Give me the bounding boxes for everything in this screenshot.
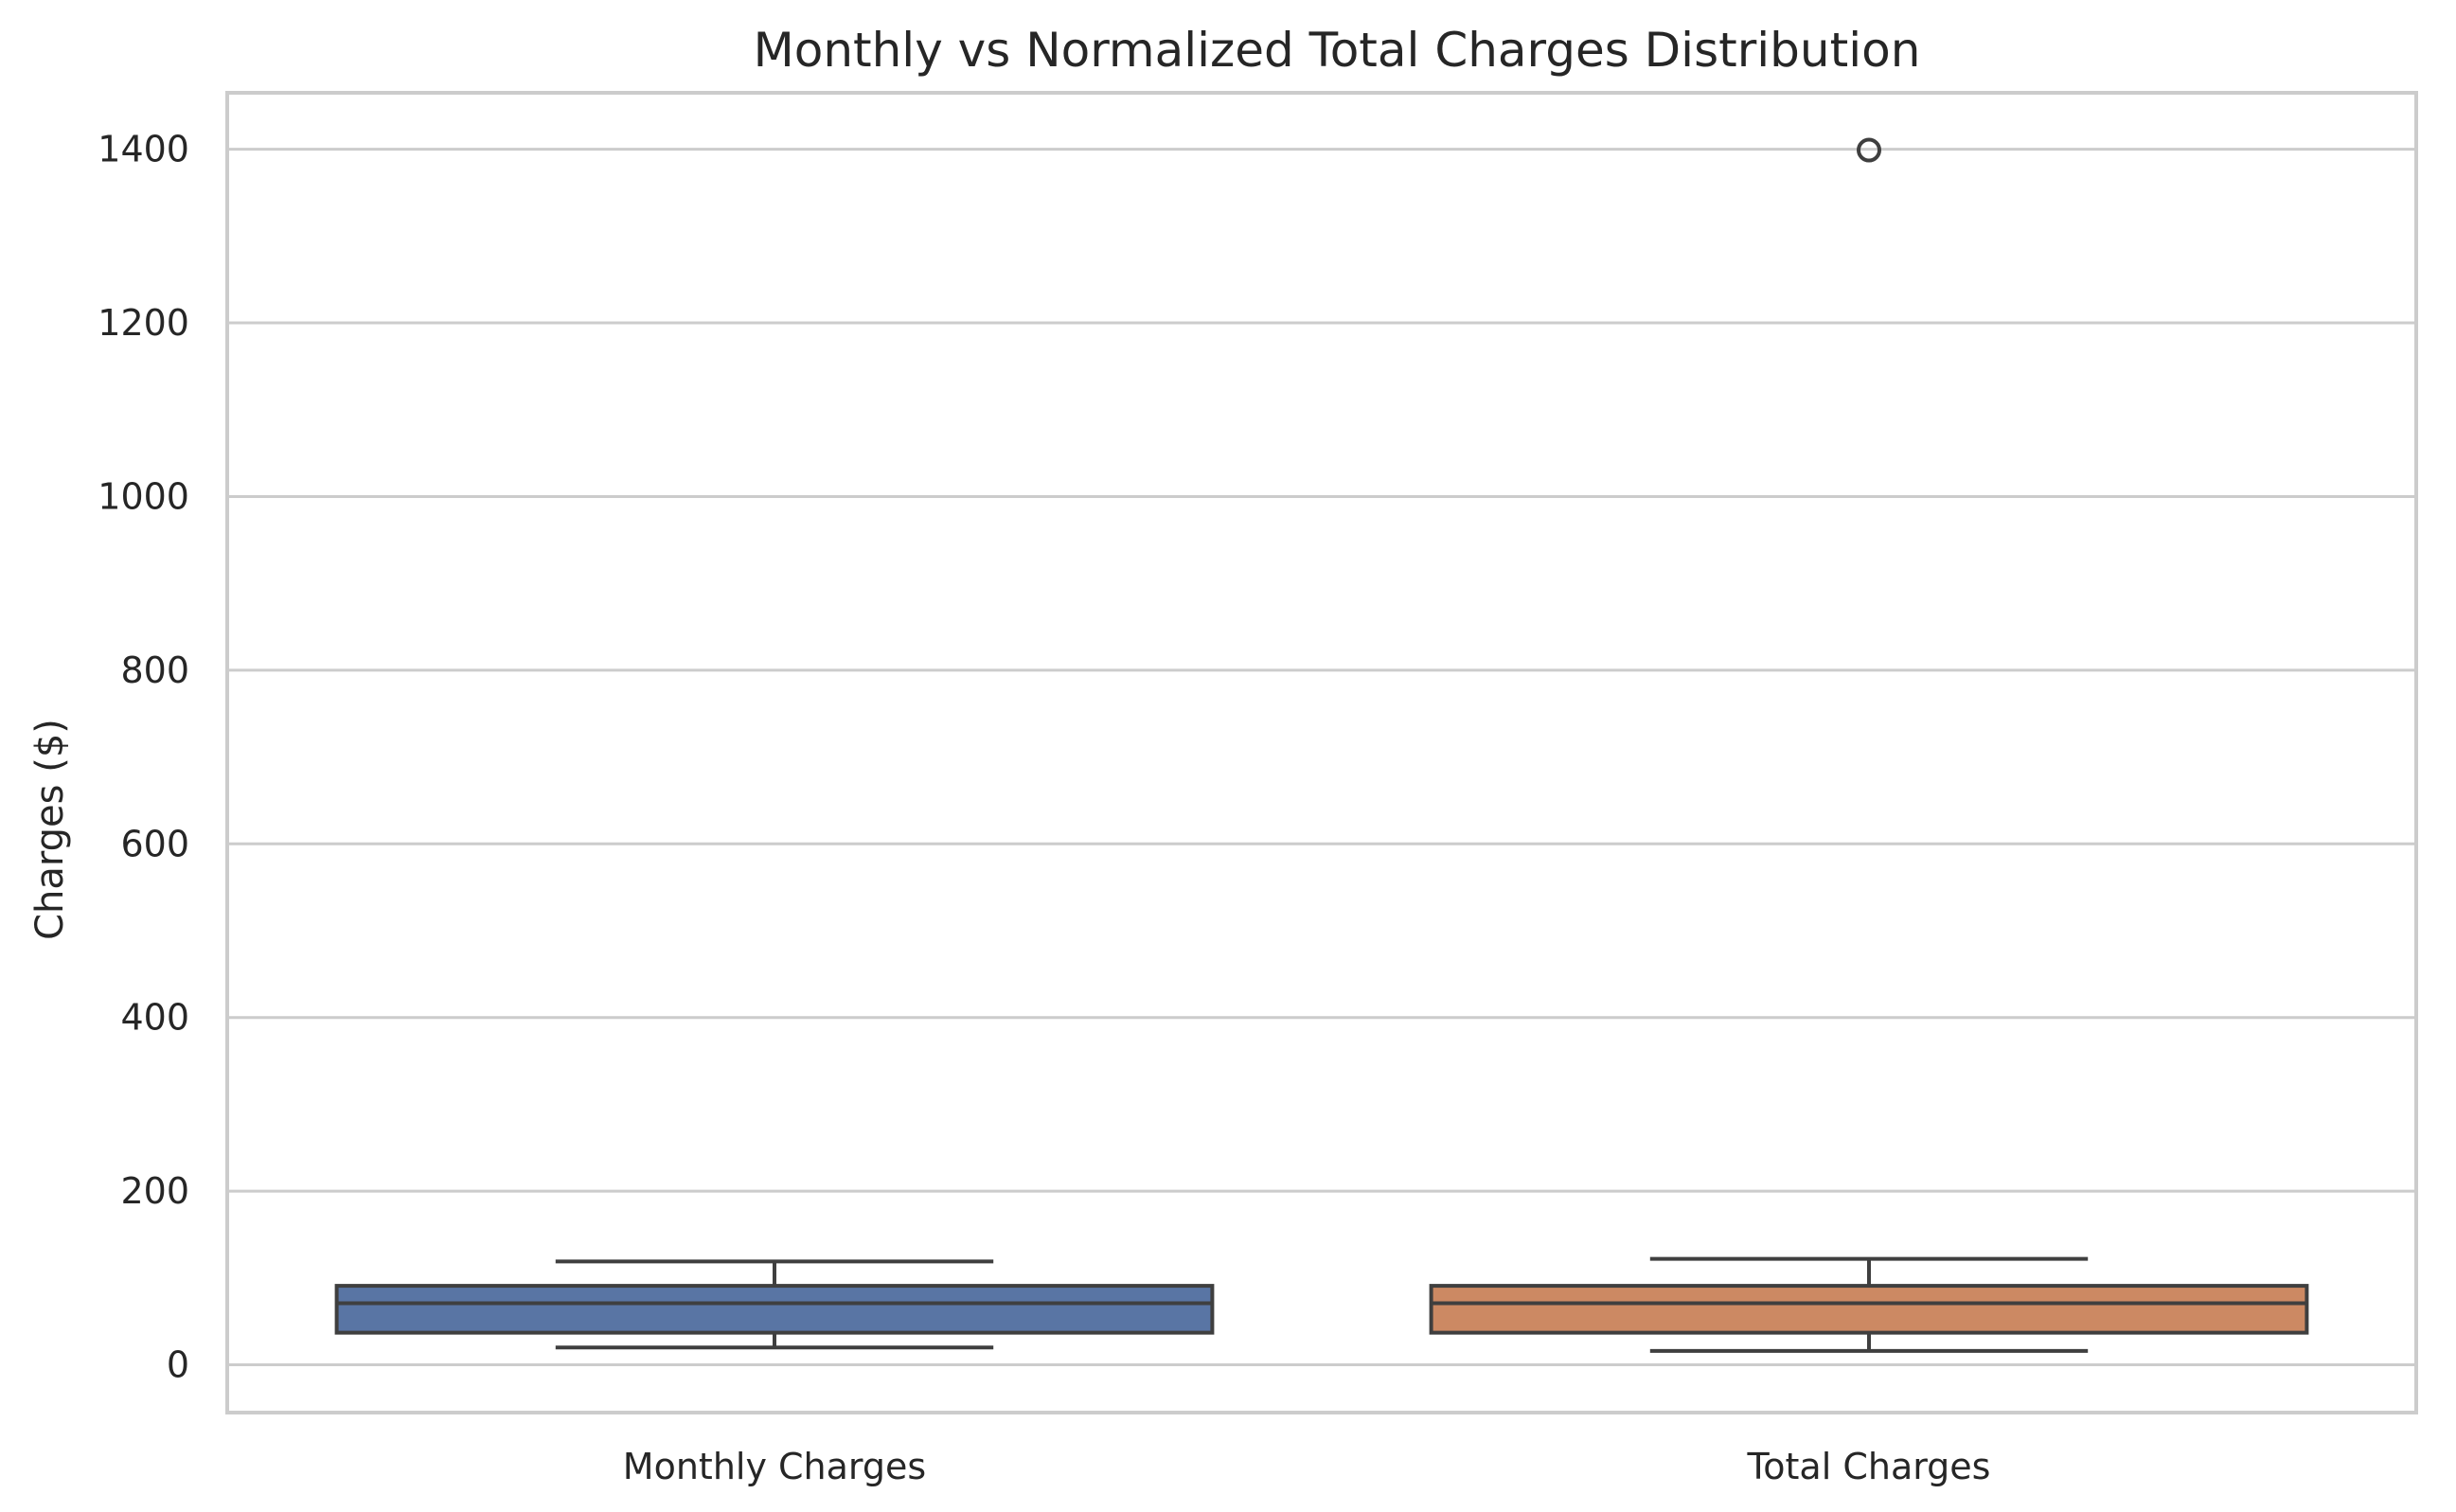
y-axis-label: Charges ($) [28, 719, 72, 940]
y-tick-label-800: 800 [120, 649, 189, 691]
x-tick-labels: Monthly Charges Total Charges [623, 1446, 1991, 1487]
x-tick-label-0: Monthly Charges [623, 1446, 926, 1487]
boxes [334, 137, 2309, 1353]
y-tick-label-600: 600 [120, 823, 189, 864]
plot-frame [225, 91, 2418, 1414]
y-tick-label-200: 200 [120, 1170, 189, 1212]
y-tick-label-1400: 1400 [98, 129, 189, 170]
box-group-1 [1429, 137, 2309, 1353]
outlier-point-0 [1857, 137, 1881, 163]
y-tick-label-1000: 1000 [98, 475, 189, 517]
y-tick-labels: 0 200 400 600 800 1000 1200 1400 [98, 129, 189, 1386]
chart-title: Monthly vs Normalized Total Charges Dist… [754, 23, 1921, 78]
y-tick-label-400: 400 [120, 997, 189, 1039]
box-group-0 [334, 1259, 1215, 1350]
iqr-box [1429, 1284, 2309, 1335]
iqr-box [334, 1284, 1215, 1335]
y-tick-label-1200: 1200 [98, 302, 189, 344]
y-tick-label-0: 0 [167, 1344, 189, 1386]
x-tick-label-1: Total Charges [1747, 1446, 1991, 1487]
grid-lines [227, 148, 2416, 1367]
